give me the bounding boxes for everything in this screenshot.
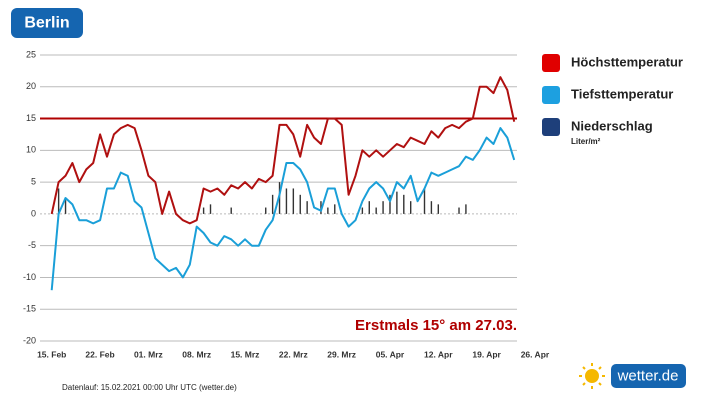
precip-bar [285, 188, 288, 214]
chart-title: Berlin [24, 15, 69, 32]
precip-bar [202, 207, 205, 214]
precip-bar [375, 207, 377, 214]
precip-bar [361, 207, 364, 214]
precip-bar [403, 194, 405, 214]
legend-swatch [542, 86, 560, 104]
y-tick-label: -5 [28, 240, 36, 250]
precip-bar [382, 201, 384, 214]
x-tick-label: 19. Apr [472, 349, 501, 359]
precip-bar [230, 207, 232, 214]
x-tick-label: 22. Mrz [279, 349, 308, 359]
legend-swatch [542, 118, 560, 136]
y-tick-label: 10 [26, 145, 36, 155]
y-tick-label: -20 [23, 335, 36, 345]
precip-bar [57, 188, 60, 214]
y-tick-label: 20 [26, 81, 36, 91]
y-tick-label: 0 [31, 208, 36, 218]
precip-bar [396, 191, 398, 214]
precip-bar [389, 194, 391, 214]
logo: wetter.de [579, 363, 686, 389]
precip-bar [209, 204, 212, 214]
precip-bar [409, 201, 412, 214]
y-tick-label: -10 [23, 272, 36, 282]
y-tick-label: 5 [31, 176, 36, 186]
legend-label: Tiefsttemperatur [571, 86, 673, 101]
precip-bar [334, 204, 336, 214]
annotation: Erstmals 15° am 27.03. [355, 317, 517, 334]
precip-bar [292, 188, 295, 214]
precip-unit: Liter/m² [571, 137, 601, 146]
precip-bar [430, 201, 433, 214]
precip-bar [368, 201, 370, 214]
precip-bar [327, 207, 329, 214]
x-tick-label: 26. Apr [521, 349, 550, 359]
legend-swatch [542, 54, 560, 72]
x-tick-label: 15. Feb [37, 349, 66, 359]
x-tick-label: 29. Mrz [327, 349, 356, 359]
x-tick-label: 05. Apr [376, 349, 405, 359]
y-tick-label: 25 [26, 49, 36, 59]
precip-bar [265, 207, 267, 214]
x-tick-label: 01. Mrz [134, 349, 163, 359]
x-tick-label: 12. Apr [424, 349, 453, 359]
x-tick-label: 22. Feb [85, 349, 114, 359]
y-tick-label: 15 [26, 113, 36, 123]
precip-bar [271, 194, 274, 214]
legend-label: Höchsttemperatur [571, 54, 683, 69]
precip-bar [306, 201, 308, 214]
footer: Datenlauf: 15.02.2021 00:00 Uhr UTC (wet… [62, 383, 237, 392]
title-box [11, 8, 83, 38]
brand: wetter.de [617, 367, 679, 384]
y-tick-label: -15 [23, 304, 36, 314]
temp-line [50, 76, 516, 225]
precip-bar [299, 194, 301, 214]
precip-bar [465, 204, 467, 214]
precip-bar [458, 207, 460, 214]
legend-label: Niederschlag [571, 118, 653, 133]
precip-bar [64, 198, 67, 214]
temp-line [50, 127, 516, 291]
precip-bar [423, 188, 426, 214]
x-tick-label: 15. Mrz [231, 349, 260, 359]
x-tick-label: 08. Mrz [182, 349, 211, 359]
precip-bar [437, 204, 440, 214]
